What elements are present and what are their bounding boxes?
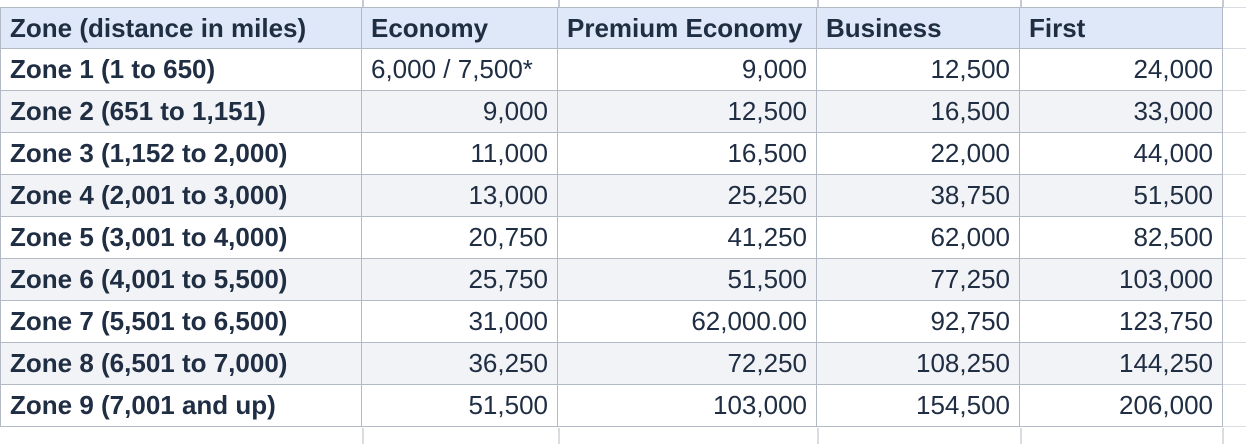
table-row: Zone 5 (3,001 to 4,000) 20,750 41,250 62,00… [0, 217, 1246, 259]
table-row: Zone 3 (1,152 to 2,000) 11,000 16,500 22,00… [0, 133, 1246, 175]
gridline-tick [1020, 428, 1022, 444]
cell-zone-label: Zone 1 (1 to 650) [0, 49, 362, 91]
cell-business-value: 92,750 [817, 301, 1020, 343]
cell-premium-economy-value: 51,500 [558, 259, 817, 301]
cell-business-value: 154,500 [817, 385, 1020, 427]
empty-grid-cell [1223, 91, 1246, 133]
cell-premium-economy-value: 9,000 [558, 49, 817, 91]
cell-premium-economy-value: 62,000.00 [558, 301, 817, 343]
gridline-tick [558, 428, 560, 444]
table-row: Zone 6 (4,001 to 5,500) 25,750 51,500 77,25… [0, 259, 1246, 301]
award-zone-table: Zone (distance in miles) Economy Premium E… [0, 7, 1246, 427]
cell-premium-economy-value: 25,250 [558, 175, 817, 217]
gridline-tick [817, 0, 819, 7]
cell-economy-value: 36,250 [362, 343, 558, 385]
cell-first-value: 82,500 [1020, 217, 1223, 259]
gridline-tick [362, 428, 364, 444]
column-header-first: First [1020, 7, 1223, 49]
cell-business-value: 16,500 [817, 91, 1020, 133]
empty-grid-cell [1223, 343, 1246, 385]
column-header-zone: Zone (distance in miles) [0, 7, 362, 49]
cell-economy-value: 6,000 / 7,500* [362, 49, 558, 91]
gridline-tick [1222, 428, 1224, 444]
empty-grid-column-header [1223, 7, 1246, 49]
gridline-tick [1020, 0, 1022, 7]
cell-economy-value: 25,750 [362, 259, 558, 301]
cell-zone-label: Zone 7 (5,501 to 6,500) [0, 301, 362, 343]
table-row: Zone 1 (1 to 650) 6,000 / 7,500* 9,000 12,5… [0, 49, 1246, 91]
empty-grid-cell [1223, 259, 1246, 301]
table-body: Zone 1 (1 to 650) 6,000 / 7,500* 9,000 12,5… [0, 49, 1246, 427]
empty-grid-cell [1223, 385, 1246, 427]
cell-premium-economy-value: 72,250 [558, 343, 817, 385]
gridline-tick [1222, 0, 1224, 7]
gridline-tick [558, 0, 560, 7]
table-row: Zone 9 (7,001 and up) 51,500 103,000 154,50… [0, 385, 1246, 427]
cell-zone-label: Zone 5 (3,001 to 4,000) [0, 217, 362, 259]
cell-premium-economy-value: 16,500 [558, 133, 817, 175]
cell-business-value: 22,000 [817, 133, 1020, 175]
table-row: Zone 7 (5,501 to 6,500) 31,000 62,000.00 92… [0, 301, 1246, 343]
cell-economy-value: 31,000 [362, 301, 558, 343]
cell-economy-value: 13,000 [362, 175, 558, 217]
empty-grid-cell [1223, 49, 1246, 91]
cell-premium-economy-value: 103,000 [558, 385, 817, 427]
cell-economy-value: 9,000 [362, 91, 558, 133]
partial-grid-row-top [0, 0, 1246, 7]
cell-first-value: 123,750 [1020, 301, 1223, 343]
cell-zone-label: Zone 4 (2,001 to 3,000) [0, 175, 362, 217]
empty-grid-cell [1223, 301, 1246, 343]
cell-economy-value: 20,750 [362, 217, 558, 259]
cell-first-value: 24,000 [1020, 49, 1223, 91]
header-row: Zone (distance in miles) Economy Premium E… [0, 7, 1246, 49]
empty-grid-cell [1223, 217, 1246, 259]
column-header-premium-economy: Premium Economy [558, 7, 817, 49]
cell-zone-label: Zone 2 (651 to 1,151) [0, 91, 362, 133]
cell-first-value: 44,000 [1020, 133, 1223, 175]
cell-zone-label: Zone 3 (1,152 to 2,000) [0, 133, 362, 175]
cell-business-value: 77,250 [817, 259, 1020, 301]
cell-economy-value: 11,000 [362, 133, 558, 175]
cell-zone-label: Zone 9 (7,001 and up) [0, 385, 362, 427]
gridline-tick [362, 0, 364, 7]
cell-premium-economy-value: 12,500 [558, 91, 817, 133]
cell-first-value: 51,500 [1020, 175, 1223, 217]
gridline-tick [817, 428, 819, 444]
column-header-economy: Economy [362, 7, 558, 49]
empty-grid-cell [1223, 175, 1246, 217]
empty-grid-cell [1223, 133, 1246, 175]
table-row: Zone 8 (6,501 to 7,000) 36,250 72,250 108,2… [0, 343, 1246, 385]
cell-first-value: 103,000 [1020, 259, 1223, 301]
cell-premium-economy-value: 41,250 [558, 217, 817, 259]
table-row: Zone 4 (2,001 to 3,000) 13,000 25,250 38,75… [0, 175, 1246, 217]
cell-zone-label: Zone 8 (6,501 to 7,000) [0, 343, 362, 385]
cell-first-value: 33,000 [1020, 91, 1223, 133]
cell-economy-value: 51,500 [362, 385, 558, 427]
column-header-business: Business [817, 7, 1020, 49]
partial-grid-row-bottom [0, 428, 1246, 444]
table-row: Zone 2 (651 to 1,151) 9,000 12,500 16,500 33… [0, 91, 1246, 133]
cell-zone-label: Zone 6 (4,001 to 5,500) [0, 259, 362, 301]
cell-first-value: 206,000 [1020, 385, 1223, 427]
cell-business-value: 38,750 [817, 175, 1020, 217]
cell-first-value: 144,250 [1020, 343, 1223, 385]
cell-business-value: 108,250 [817, 343, 1020, 385]
cell-business-value: 12,500 [817, 49, 1020, 91]
cell-business-value: 62,000 [817, 217, 1020, 259]
